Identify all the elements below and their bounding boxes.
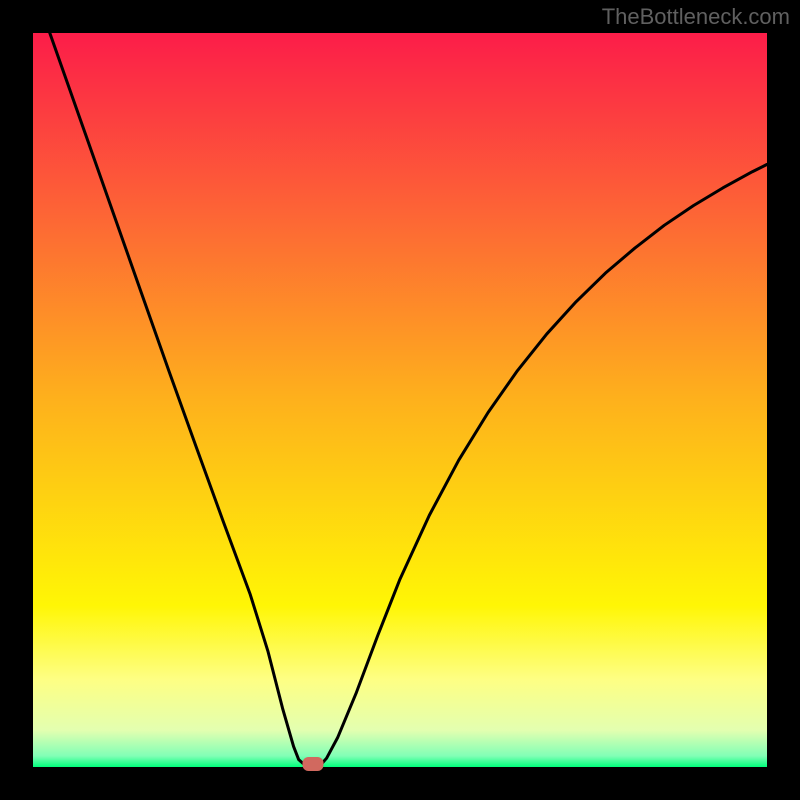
bottleneck-marker xyxy=(302,757,323,771)
curve-path xyxy=(33,33,767,765)
bottleneck-curve xyxy=(33,33,767,767)
chart-gradient-area xyxy=(33,33,767,767)
watermark-text: TheBottleneck.com xyxy=(602,4,790,30)
